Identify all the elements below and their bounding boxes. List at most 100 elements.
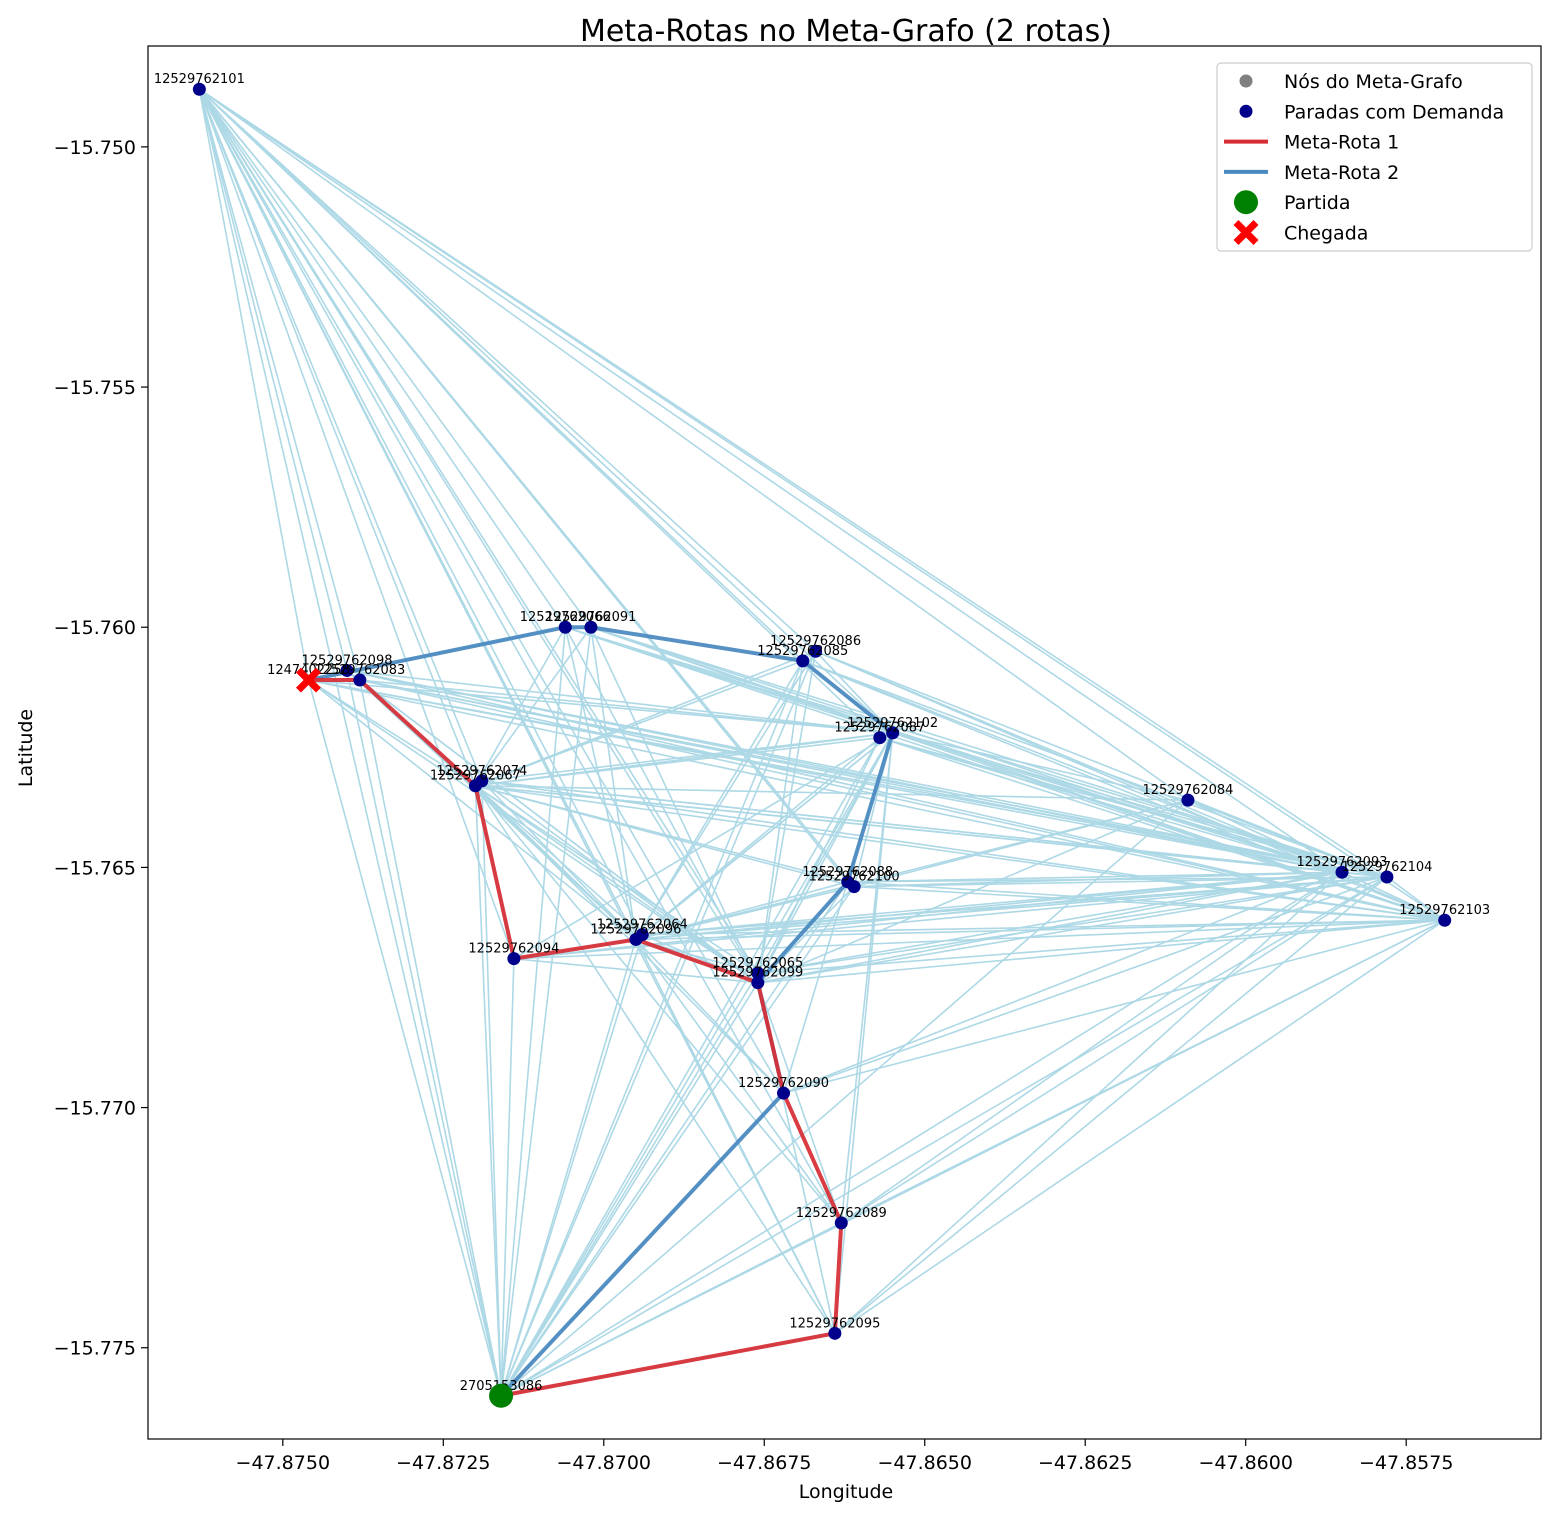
- graph-edge: [757, 919, 1445, 984]
- demand-node-marker: [353, 673, 367, 687]
- start-end-markers: [296, 667, 514, 1408]
- graph-edge: [308, 679, 476, 787]
- graph-edge: [853, 799, 1189, 888]
- graph-edge: [635, 650, 817, 940]
- demand-node-marker: [751, 966, 765, 980]
- legend-entry-label: Paradas com Demanda: [1284, 101, 1504, 123]
- chart-title: Meta-Rotas no Meta-Grafo (2 rotas): [580, 14, 1112, 49]
- graph-edge: [198, 89, 310, 681]
- graph-edge: [500, 650, 817, 1397]
- demand-node-marker: [192, 82, 206, 96]
- demand-node-marker: [873, 731, 887, 745]
- graph-edge: [346, 670, 502, 1396]
- node-id-label: 12529762101: [154, 72, 245, 87]
- graph-edge: [590, 626, 1388, 878]
- graph-edge: [481, 780, 759, 984]
- x-tick-label: −47.8675: [717, 1452, 812, 1474]
- graph-edge: [500, 871, 1343, 1397]
- demand-node-marker: [340, 663, 354, 677]
- start-marker: [489, 1383, 514, 1408]
- graph-edge: [198, 89, 348, 671]
- node-id-label: 12529762086: [770, 634, 861, 649]
- meta-route-1-line: [306, 678, 844, 1398]
- graph-edge: [854, 885, 1445, 922]
- graph-edge: [590, 626, 759, 984]
- graph-edge: [565, 626, 893, 734]
- graph-edge: [840, 876, 1388, 1224]
- graph-edge: [1187, 799, 1388, 878]
- demand-node-marker: [751, 976, 765, 990]
- y-tick-label: −15.775: [54, 1338, 136, 1360]
- graph-edge: [481, 732, 893, 782]
- y-tick-label: −15.770: [54, 1098, 136, 1120]
- demand-node-marker: [828, 1326, 842, 1340]
- graph-edge: [500, 799, 1189, 1397]
- graph-edge: [500, 737, 881, 1397]
- y-tick-label: −15.765: [54, 857, 136, 879]
- node-id-label: 12529762095: [789, 1316, 880, 1331]
- legend-entry-label: Chegada: [1284, 223, 1368, 245]
- legend-symbol: [1233, 220, 1259, 245]
- graph-edge: [815, 650, 894, 734]
- graph-edge: [757, 982, 843, 1224]
- graph-edge: [346, 669, 893, 734]
- legend-entry-label: Meta-Rota 1: [1284, 132, 1399, 154]
- legend: Nós do Meta-Grafo Paradas com Demanda Meta…: [1216, 62, 1533, 252]
- graph-edge: [198, 88, 881, 739]
- legend-symbol: [1239, 104, 1253, 118]
- node-id-label: 12529762089: [796, 1206, 887, 1221]
- node-id-label: 12529762085: [757, 644, 848, 659]
- demand-node-marker: [834, 1216, 848, 1230]
- demand-node-marker: [777, 1086, 791, 1100]
- graph-edge: [308, 679, 759, 984]
- node-id-label: 12529762090: [738, 1076, 829, 1091]
- graph-edge: [500, 881, 849, 1397]
- legend-symbol: [1239, 74, 1253, 88]
- graph-edge: [308, 679, 893, 734]
- node-id-label: 12529762074: [436, 764, 527, 779]
- graph-edge: [198, 88, 566, 628]
- graph-edge: [500, 939, 637, 1396]
- graph-edge: [481, 780, 1388, 878]
- graph-edge: [198, 89, 361, 681]
- demand-node-marker: [847, 880, 861, 894]
- graph-edge: [854, 876, 1387, 888]
- graph-edge: [783, 919, 1445, 1094]
- graph-edge: [757, 660, 804, 983]
- demand-node-marker: [468, 779, 482, 793]
- graph-edge: [1187, 799, 1446, 921]
- graph-edge: [757, 737, 881, 984]
- graph-edge: [513, 732, 894, 960]
- node-id-label: 12529762065: [712, 956, 803, 971]
- graph-edge: [757, 876, 1388, 974]
- graph-edge: [359, 679, 759, 984]
- graph-edge: [513, 957, 758, 984]
- x-tick-label: −47.8700: [557, 1452, 652, 1474]
- node-id-label: 12529762094: [468, 942, 559, 957]
- node-id-label: 12529762100: [809, 870, 900, 885]
- graph-edge: [474, 626, 592, 787]
- graph-edge: [635, 871, 1343, 941]
- graph-edge: [198, 88, 1189, 801]
- demand-node-marker: [1181, 793, 1195, 807]
- graph-edge: [474, 785, 759, 984]
- graph-edge: [757, 799, 1189, 984]
- node-id-label: 12529762083: [314, 663, 405, 678]
- demand-node-marker: [809, 644, 823, 658]
- graph-edge: [834, 732, 894, 1334]
- graph-edge: [635, 939, 836, 1334]
- graph-edge: [198, 88, 477, 787]
- graph-edge: [892, 732, 1189, 801]
- demand-node-marker: [796, 654, 810, 668]
- graph-edge: [565, 626, 1445, 921]
- legend-entry-label: Meta-Rota 2: [1284, 162, 1399, 184]
- y-axis-label: Latitude: [15, 709, 37, 787]
- graph-edge: [474, 785, 842, 1224]
- node-id-label: 12529762091: [545, 610, 636, 625]
- node-id-label: 12529762066: [520, 610, 611, 625]
- graph-edge: [500, 886, 855, 1397]
- y-tick-label: −15.750: [54, 137, 136, 159]
- node-id-label: 12529762102: [847, 716, 938, 731]
- node-id-label: 12529762084: [1142, 783, 1233, 798]
- graph-edge: [757, 732, 894, 974]
